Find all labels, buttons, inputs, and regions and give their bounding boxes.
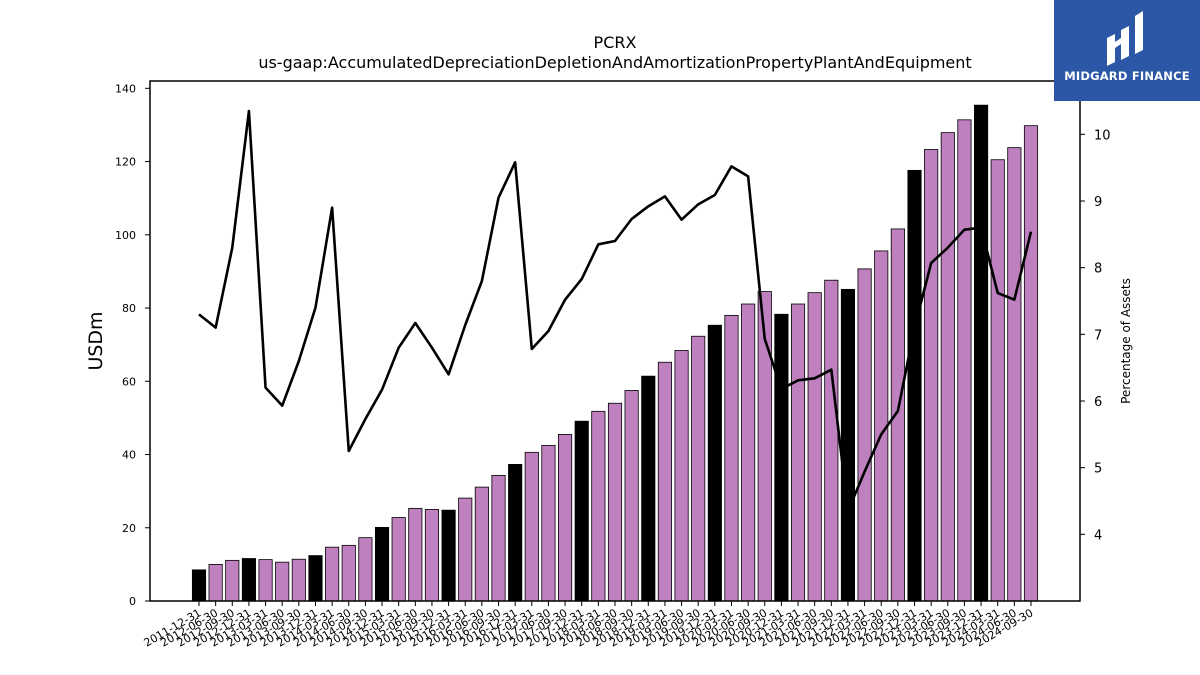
- bar: [225, 559, 240, 602]
- y-tick-label: 40: [122, 449, 136, 462]
- y-axis-right: 4 5 6 7 8 9 10: [1080, 128, 1111, 543]
- bar: [325, 546, 340, 602]
- bar: [391, 517, 406, 602]
- series-line: [198, 109, 1033, 513]
- bar: [374, 526, 390, 602]
- y-tick-label: 60: [122, 375, 136, 388]
- bar: [974, 104, 989, 602]
- y-tick-label: 100: [115, 229, 136, 242]
- bar: [291, 558, 306, 602]
- bar: [1023, 125, 1039, 602]
- bar: [524, 451, 539, 602]
- bar: [840, 288, 856, 602]
- y2-tick-label: 10: [1094, 128, 1111, 143]
- bar: [890, 228, 905, 602]
- y2-tick-label: 6: [1094, 395, 1102, 410]
- bar: [774, 313, 789, 602]
- bar: [707, 324, 722, 602]
- bar: [907, 169, 922, 602]
- y-axis-label: USDm: [85, 311, 107, 370]
- bar: [208, 563, 223, 602]
- y-tick-label: 0: [129, 595, 136, 608]
- bar: [424, 509, 440, 602]
- bar: [258, 559, 273, 602]
- bar: [191, 569, 207, 602]
- bar: [624, 390, 639, 602]
- bar: [491, 474, 506, 602]
- bar: [358, 537, 373, 602]
- bar: [990, 159, 1005, 602]
- line-layer: [198, 109, 1033, 513]
- bar: [1007, 147, 1022, 602]
- bar: [591, 410, 606, 602]
- bar: [940, 132, 955, 602]
- bar: [275, 561, 290, 602]
- y2-tick-label: 7: [1094, 328, 1102, 343]
- y2-tick-label: 4: [1094, 528, 1102, 543]
- bar: [474, 486, 489, 602]
- y-tick-label: 80: [122, 302, 136, 315]
- bar: [724, 314, 739, 602]
- bar: [441, 509, 456, 602]
- chart-title: PCRX: [594, 33, 637, 52]
- bar: [641, 375, 656, 602]
- brand-name: MIDGARD FINANCE: [1064, 69, 1190, 83]
- bar: [558, 433, 573, 602]
- y-tick-label: 20: [122, 522, 136, 535]
- bar: [574, 420, 589, 602]
- bar: [741, 303, 756, 602]
- y-tick-label: 120: [115, 156, 136, 169]
- bar: [308, 555, 323, 602]
- brand-mark-icon: [1107, 11, 1143, 66]
- y2-tick-label: 8: [1094, 262, 1102, 277]
- bar: [657, 361, 672, 602]
- y2-tick-label: 9: [1094, 195, 1102, 210]
- bar: [807, 292, 822, 602]
- y2-axis-label: Percentage of Assets: [1119, 278, 1133, 404]
- bars-layer: [191, 104, 1039, 602]
- y2-tick-label: 5: [1094, 462, 1102, 477]
- bar: [957, 119, 972, 602]
- bar: [508, 464, 523, 602]
- x-axis: 2011-12-312012-06-302012-09-302012-12-31…: [142, 601, 1036, 650]
- bar: [458, 497, 473, 602]
- bar: [674, 350, 689, 602]
- y-axis-left: 0 20 40 60 80 100 120 140: [115, 82, 150, 608]
- bar: [924, 149, 939, 602]
- bar: [341, 544, 356, 602]
- y-tick-label: 140: [115, 82, 136, 95]
- bar: [541, 444, 556, 602]
- brand-logo: MIDGARD FINANCE: [1054, 0, 1200, 101]
- bar: [824, 279, 839, 602]
- bar: [857, 268, 872, 602]
- bar: [691, 335, 706, 602]
- chart-subtitle: us-gaap:AccumulatedDepreciationDepletion…: [258, 53, 971, 72]
- bar: [241, 558, 256, 602]
- bar: [408, 507, 423, 602]
- bar: [790, 303, 806, 602]
- bar: [607, 402, 623, 602]
